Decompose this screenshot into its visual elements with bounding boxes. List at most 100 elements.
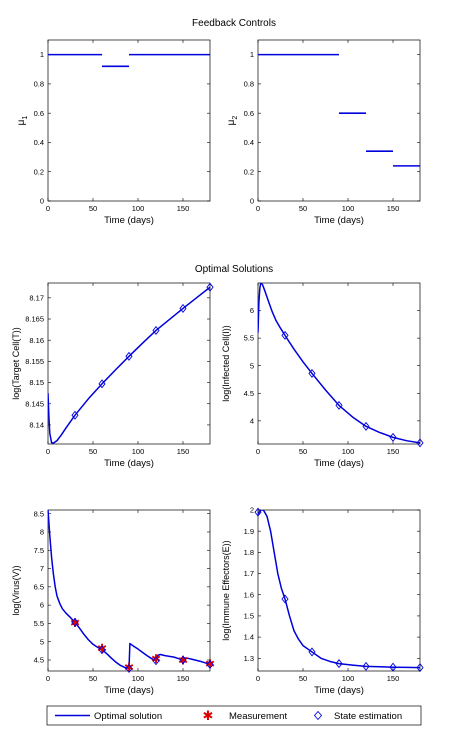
y-tick-label: 8.145 <box>25 399 44 408</box>
x-tick-label: 150 <box>177 674 190 683</box>
x-tick-label: 50 <box>89 447 97 456</box>
state-estimation-marker <box>281 594 289 604</box>
y-tick-label: 7.5 <box>34 546 44 555</box>
series-line <box>48 510 210 670</box>
series-line <box>258 510 420 669</box>
x-tick-label: 150 <box>387 204 400 213</box>
chart-mu2: 0 50 100 150 0 0.2 0.4 0.6 0.8 1 Time (days) μ2 <box>226 39 421 226</box>
y-tick-label: 8.155 <box>25 357 44 366</box>
chart-target: 0 50 100 150 8.14 8.145 8.15 8.155 8.16 8.165 8.17… <box>11 282 214 469</box>
x-tick-label: 150 <box>387 674 400 683</box>
x-tick-label: 0 <box>256 204 260 213</box>
series-line <box>258 283 420 444</box>
x-tick-label: 50 <box>299 204 307 213</box>
x-tick-label: 0 <box>46 204 50 213</box>
state-estimation-marker <box>206 659 214 669</box>
x-axis-label: Time (days) <box>314 215 364 226</box>
y-tick-label: 0.4 <box>244 138 254 147</box>
y-tick-label: 4.5 <box>34 656 44 665</box>
y-tick-label: 0.6 <box>244 109 254 118</box>
state-estimation-marker <box>71 410 79 420</box>
y-tick-label: 0.2 <box>34 167 44 176</box>
measurement-marker: ✱ <box>178 653 188 667</box>
y-tick-label: 0 <box>250 197 254 206</box>
y-tick-label: 1 <box>40 50 44 59</box>
y-tick-label: 1.4 <box>244 633 254 642</box>
y-tick-label: 0.4 <box>34 138 44 147</box>
section-title-solutions: Optimal Solutions <box>195 264 273 275</box>
x-tick-label: 100 <box>342 447 355 456</box>
chart-mu1: 0 50 100 150 0 0.2 0.4 0.6 0.8 1 Time (days) μ1 <box>16 39 211 226</box>
y-tick-label: 1.5 <box>244 612 254 621</box>
y-tick-label: 0 <box>40 197 44 206</box>
y-tick-label: 6 <box>40 601 44 610</box>
x-tick-label: 0 <box>46 674 50 683</box>
y-tick-label: 5 <box>250 361 254 370</box>
state-estimation-marker <box>308 368 316 378</box>
plot-area <box>48 53 210 68</box>
y-tick-label: 6.5 <box>34 582 44 591</box>
state-estimation-marker <box>308 647 316 657</box>
state-estimation-marker <box>389 662 397 672</box>
x-tick-label: 100 <box>132 674 145 683</box>
chart-virus: 0 50 100 150 4.5 5 5.5 6 6.5 7 7.5 8 8.5 Time (days) l… <box>11 509 215 696</box>
y-tick-label: 5 <box>40 637 44 646</box>
state-estimation-marker <box>152 325 160 335</box>
legend-state-marker <box>313 710 323 721</box>
state-estimation-marker <box>179 303 187 313</box>
x-tick-label: 150 <box>387 447 400 456</box>
x-tick-label: 100 <box>342 674 355 683</box>
state-estimation-marker <box>71 617 79 627</box>
y-axis-label-subscript: 1 <box>22 116 29 120</box>
x-tick-label: 50 <box>89 674 97 683</box>
plot-area <box>48 510 210 670</box>
y-axis-label: μ2 <box>226 116 239 126</box>
state-estimation-marker <box>125 351 133 361</box>
y-tick-label: 8.165 <box>25 315 44 324</box>
y-tick-label: 1 <box>250 50 254 59</box>
state-estimation-marker <box>416 663 424 673</box>
y-tick-label: 1.3 <box>244 654 254 663</box>
x-axis-label: Time (days) <box>104 458 154 469</box>
plot-area <box>258 510 420 669</box>
y-tick-label: 2 <box>250 506 254 515</box>
plot-area <box>258 283 420 444</box>
plot-area <box>258 53 420 167</box>
y-tick-label: 4 <box>250 416 254 425</box>
state-estimation-marker <box>416 438 424 448</box>
x-tick-label: 150 <box>177 447 190 456</box>
state-estimation-marker <box>362 421 370 431</box>
y-axis-label: log(Virus(V)) <box>11 565 21 615</box>
state-estimation-marker <box>152 656 160 666</box>
y-axis-label-subscript: 2 <box>232 116 239 120</box>
y-tick-label: 1.7 <box>244 569 254 578</box>
measurement-marker: ✱ <box>70 616 80 630</box>
legend: Optimal solution ✱ Measurement State est… <box>46 705 422 726</box>
x-tick-label: 0 <box>256 674 260 683</box>
y-tick-label: 5.5 <box>244 334 254 343</box>
y-tick-label: 8.15 <box>29 378 44 387</box>
y-tick-label: 0.8 <box>34 80 44 89</box>
y-tick-label: 8.5 <box>34 509 44 518</box>
y-tick-label: 8 <box>40 528 44 537</box>
plot-area <box>48 286 210 444</box>
state-estimation-marker <box>98 645 106 655</box>
state-estimation-marker <box>254 507 262 517</box>
legend-measurement-marker: ✱ <box>203 708 214 723</box>
y-axis-label: μ1 <box>16 116 29 126</box>
axes-box <box>47 282 211 445</box>
y-tick-label: 8.14 <box>29 421 44 430</box>
x-tick-label: 150 <box>177 204 190 213</box>
legend-state-label: State estimation <box>334 711 402 722</box>
x-tick-label: 0 <box>256 447 260 456</box>
x-axis-label: Time (days) <box>314 685 364 696</box>
legend-optimal-label: Optimal solution <box>94 711 162 722</box>
y-tick-label: 1.6 <box>244 590 254 599</box>
x-axis-label: Time (days) <box>104 685 154 696</box>
state-estimation-marker <box>335 659 343 669</box>
y-axis-label: log(Infected Cell(I)) <box>221 325 231 402</box>
x-tick-label: 100 <box>342 204 355 213</box>
axes-box <box>257 39 421 202</box>
